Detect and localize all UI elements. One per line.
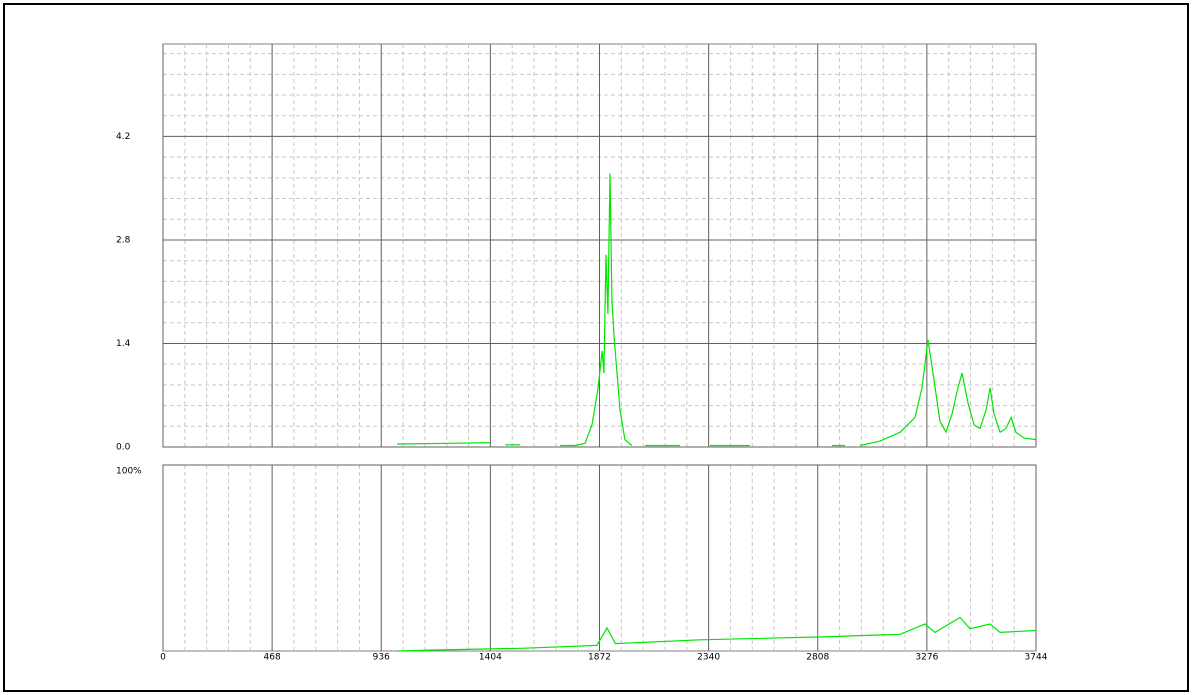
- data-line: [397, 442, 490, 445]
- x-tick-label: 1872: [588, 653, 611, 663]
- y-tick-label: 0.0: [116, 443, 131, 453]
- x-tick-label: 3744: [1025, 653, 1048, 663]
- y-tick-label: 2.8: [116, 235, 131, 245]
- x-tick-label: 3276: [915, 653, 938, 663]
- y-tick-label: 1.4: [116, 339, 131, 349]
- x-tick-label: 468: [264, 653, 281, 663]
- x-tick-label: 0: [160, 653, 166, 663]
- data-line: [560, 173, 633, 447]
- x-tick-label: 2340: [697, 653, 720, 663]
- x-tick-label: 1404: [479, 653, 502, 663]
- x-tick-label: 2808: [806, 653, 829, 663]
- y-tick-label: 4.2: [116, 132, 130, 142]
- y-tick-label: 100%: [116, 467, 142, 477]
- x-tick-label: 936: [373, 653, 390, 663]
- data-line: [397, 616, 1037, 652]
- data-line: [859, 339, 1037, 447]
